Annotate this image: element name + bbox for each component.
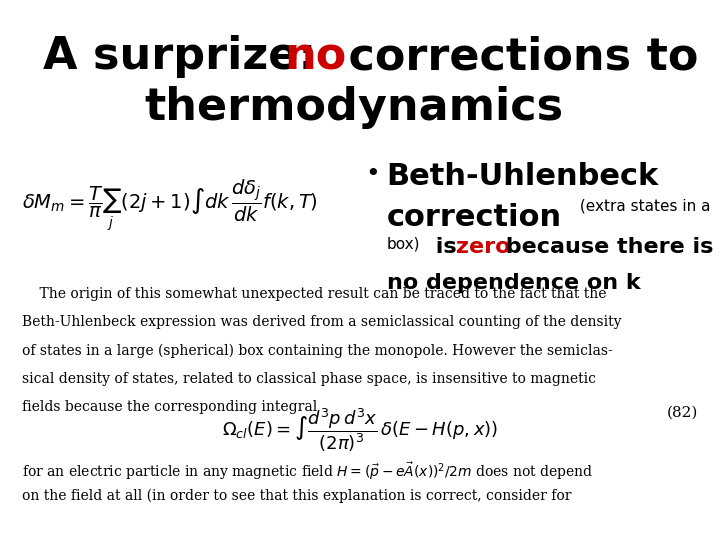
Text: Beth-Uhlenbeck expression was derived from a semiclassical counting of the densi: Beth-Uhlenbeck expression was derived fr…	[22, 315, 621, 329]
Text: A surprize:: A surprize:	[43, 35, 332, 78]
Text: $\delta M_m = \dfrac{T}{\pi} \sum_j (2j+1) \int dk\, \dfrac{d\delta_j}{dk} f(k,T: $\delta M_m = \dfrac{T}{\pi} \sum_j (2j+…	[22, 177, 318, 233]
Text: thermodynamics: thermodynamics	[144, 86, 563, 130]
Text: correction: correction	[387, 202, 562, 232]
Text: (82): (82)	[667, 406, 698, 420]
Text: Beth-Uhlenbeck: Beth-Uhlenbeck	[387, 162, 659, 191]
Text: on the field at all (in order to see that this explanation is correct, consider : on the field at all (in order to see tha…	[22, 488, 571, 503]
Text: zero: zero	[456, 237, 511, 256]
Text: sical density of states, related to classical phase space, is insensitive to mag: sical density of states, related to clas…	[22, 372, 595, 386]
Text: •: •	[365, 162, 379, 186]
Text: (extra states in a: (extra states in a	[575, 199, 711, 214]
Text: is: is	[428, 237, 465, 256]
Text: because there is: because there is	[498, 237, 714, 256]
Text: $\Omega_{cl}(E) = \int \dfrac{d^3p\, d^3x}{(2\pi)^3}\, \delta(E - H(p,x))$: $\Omega_{cl}(E) = \int \dfrac{d^3p\, d^3…	[222, 406, 498, 454]
Text: no: no	[284, 35, 346, 78]
Text: corrections to: corrections to	[333, 35, 698, 78]
Text: box): box)	[387, 237, 420, 252]
Text: no dependence on k: no dependence on k	[387, 273, 640, 293]
Text: of states in a large (spherical) box containing the monopole. However the semicl: of states in a large (spherical) box con…	[22, 343, 612, 358]
Text: fields because the corresponding integral: fields because the corresponding integra…	[22, 400, 317, 414]
Text: The origin of this somewhat unexpected result can be traced to the fact that the: The origin of this somewhat unexpected r…	[22, 287, 606, 301]
Text: for an electric particle in any magnetic field $H = (\vec{p} - e\vec{A}(x))^2/2m: for an electric particle in any magnetic…	[22, 460, 593, 482]
